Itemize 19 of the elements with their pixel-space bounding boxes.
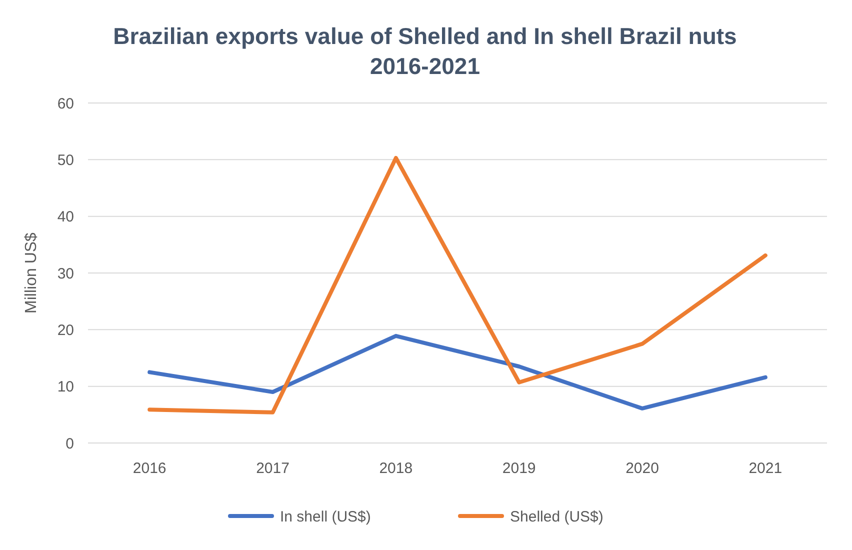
line-series: [148, 334, 768, 410]
chart-title: Brazilian exports value of Shelled and In shell Brazil nuts 2016-2021: [113, 23, 737, 79]
legend-label: Shelled (US$): [510, 508, 604, 526]
y-tick-label: 10: [57, 378, 74, 396]
x-tick-label: 2019: [502, 460, 536, 477]
x-tick-label: 2021: [748, 460, 782, 477]
x-tick-label: 2018: [379, 460, 413, 477]
y-tick-label: 20: [57, 322, 74, 339]
y-axis-title: Million US$: [23, 232, 40, 314]
y-tick-label: 0: [66, 435, 74, 452]
x-tick-label: 2017: [256, 460, 290, 477]
y-tick-label: 50: [57, 152, 74, 169]
y-tick-label: 40: [57, 208, 74, 226]
line-series: [148, 156, 768, 414]
y-tick-label: 30: [57, 265, 74, 282]
x-tick-label: 2020: [626, 460, 659, 477]
x-tick-label: 2016: [132, 460, 166, 477]
legend-label: In shell (US$): [280, 508, 371, 526]
y-tick-label: 60: [57, 95, 74, 112]
